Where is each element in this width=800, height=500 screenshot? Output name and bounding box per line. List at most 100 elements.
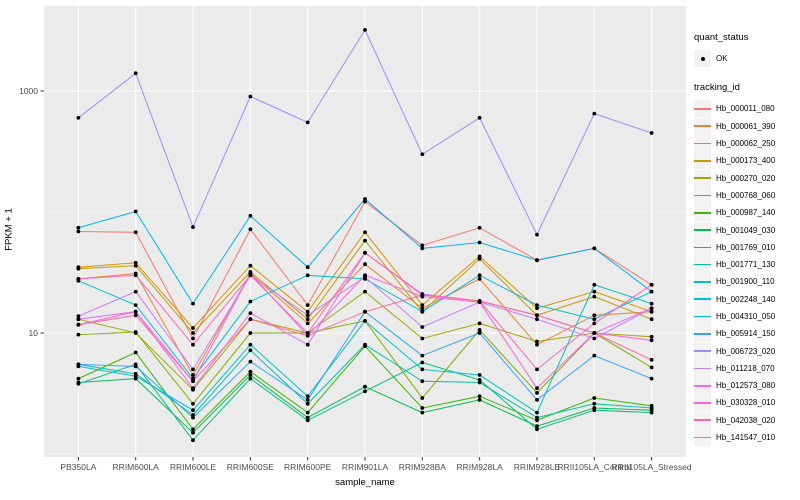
legend-item-label: Hb_141547_010 <box>716 433 776 443</box>
series-color-line-icon <box>694 229 711 231</box>
x-tick-label: RRII105LA_Stressed <box>612 462 692 472</box>
data-point <box>649 282 654 287</box>
data-point <box>420 152 425 157</box>
legend-item-label: Hb_000987_140 <box>716 208 776 218</box>
legend-item-label: OK <box>716 54 728 64</box>
data-point <box>305 321 310 326</box>
data-point <box>248 94 253 99</box>
data-point <box>191 301 195 306</box>
line-swatch-key <box>694 256 711 274</box>
data-point <box>305 418 310 423</box>
x-tick-label: RRIM600LE <box>170 462 217 472</box>
data-point <box>248 317 253 322</box>
series-color-line-icon <box>694 298 711 301</box>
data-point <box>592 317 597 322</box>
series-color-line-icon <box>694 263 711 266</box>
data-point <box>305 333 310 338</box>
data-point <box>248 331 253 335</box>
data-point <box>477 299 482 303</box>
data-point <box>649 131 654 135</box>
data-point <box>535 415 539 420</box>
data-point <box>248 213 253 218</box>
data-point <box>649 357 654 362</box>
series-color-line-icon <box>694 246 711 249</box>
series-color-line-icon <box>694 108 711 110</box>
data-point <box>76 322 81 327</box>
data-point <box>649 317 654 322</box>
data-point <box>191 408 195 413</box>
data-point <box>305 313 310 318</box>
data-point <box>535 367 539 372</box>
legend-item-label: Hb_006723_020 <box>716 346 776 356</box>
data-point <box>133 374 138 378</box>
data-point <box>76 317 81 322</box>
data-point <box>649 376 654 381</box>
data-point <box>191 367 195 372</box>
data-point <box>363 289 367 294</box>
data-point <box>420 246 425 251</box>
line-swatch-key <box>694 359 711 377</box>
data-point <box>592 294 597 299</box>
data-point <box>592 321 597 326</box>
data-point <box>191 225 195 230</box>
x-tick-label: PB350LA <box>60 462 96 472</box>
legend-item-Hb_012573_080: Hb_012573_080 <box>694 377 798 395</box>
data-point <box>535 339 539 344</box>
data-point <box>535 317 539 322</box>
data-point <box>248 273 253 278</box>
data-point <box>133 230 138 235</box>
x-axis-title: sample_name <box>335 477 395 488</box>
data-point <box>191 331 195 335</box>
series-color-line-icon <box>694 332 711 335</box>
legend-item-Hb_030328_010: Hb_030328_010 <box>694 394 798 412</box>
legend-item-label: Hb_002248_140 <box>716 294 776 304</box>
data-point <box>76 115 81 120</box>
line-swatch-key <box>694 152 711 170</box>
line-swatch-key <box>694 238 711 256</box>
data-point <box>133 260 138 265</box>
data-point <box>649 338 654 343</box>
data-point <box>305 415 310 420</box>
data-point <box>305 410 310 415</box>
data-point <box>592 408 597 413</box>
data-point <box>420 379 425 384</box>
line-swatch-key <box>694 186 711 204</box>
data-point <box>305 273 310 278</box>
data-point <box>305 398 310 402</box>
data-point <box>191 326 195 330</box>
data-point <box>76 376 81 381</box>
data-point <box>592 336 597 341</box>
data-point <box>477 328 482 332</box>
legend-item-Hb_011218_070: Hb_011218_070 <box>694 359 798 377</box>
data-point <box>133 330 138 334</box>
data-point <box>477 257 482 261</box>
legend-item-Hb_000011_080: Hb_000011_080 <box>694 100 798 118</box>
data-point <box>133 364 138 369</box>
data-point <box>477 225 482 230</box>
line-swatch-key <box>694 169 711 187</box>
data-point <box>649 410 654 415</box>
data-point <box>76 362 81 367</box>
data-point <box>363 199 367 204</box>
data-point <box>133 71 138 76</box>
data-point <box>363 273 367 278</box>
series-color-line-icon <box>694 367 711 370</box>
data-point <box>592 353 597 358</box>
series-color-line-icon <box>694 194 711 197</box>
data-point <box>420 396 425 400</box>
data-point <box>420 360 425 365</box>
data-point <box>477 240 482 245</box>
line-swatch-key <box>694 100 711 118</box>
series-color-line-icon <box>694 384 711 387</box>
series-color-line-icon <box>694 160 711 162</box>
line-swatch-key <box>694 325 711 343</box>
legend-title-tracking-id: tracking_id <box>694 82 740 94</box>
data-point <box>535 258 539 263</box>
legend-item-Hb_004310_050: Hb_004310_050 <box>694 308 798 325</box>
legend-item-Hb_001771_130: Hb_001771_130 <box>694 256 798 274</box>
data-point <box>191 413 195 417</box>
data-point <box>477 394 482 399</box>
data-point <box>535 232 539 237</box>
